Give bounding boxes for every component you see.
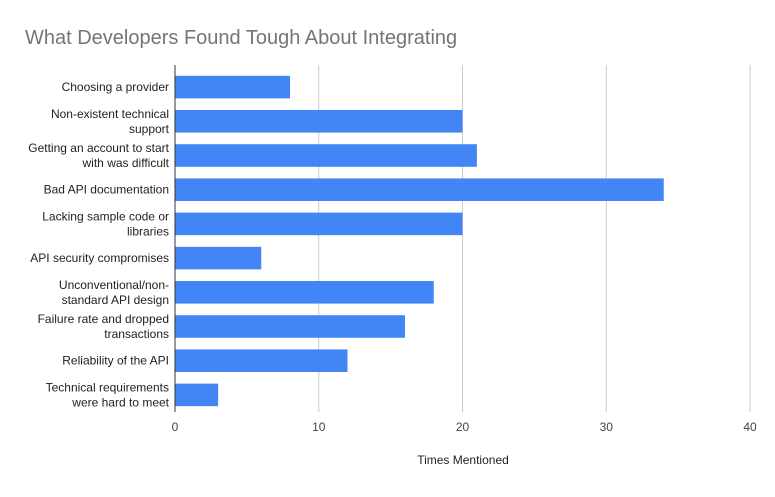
bar-0 bbox=[175, 75, 290, 99]
category-label-line: Unconventional/non- bbox=[59, 278, 169, 292]
category-label-8: Reliability of the API bbox=[62, 354, 169, 368]
bar-9 bbox=[175, 383, 219, 407]
category-label-7: Failure rate and dropped transactions bbox=[38, 312, 169, 341]
category-label-line: were hard to meet bbox=[71, 395, 169, 409]
category-label-line: Non-existent technical bbox=[51, 107, 169, 121]
category-label-line: support bbox=[129, 122, 170, 136]
bar-3 bbox=[175, 178, 664, 201]
bar-8 bbox=[175, 349, 348, 372]
category-label-line: Reliability of the API bbox=[62, 354, 169, 368]
bar-2 bbox=[175, 144, 477, 167]
x-tick-labels: 0 10 20 30 40 bbox=[172, 420, 757, 434]
x-axis-title: Times Mentioned bbox=[417, 453, 509, 467]
category-label-line: API security compromises bbox=[30, 251, 169, 265]
category-label-line: Technical requirements bbox=[46, 380, 169, 394]
x-tick-label-2: 20 bbox=[456, 420, 470, 434]
bar-4 bbox=[175, 212, 463, 236]
category-label-line: Getting an account to start bbox=[28, 141, 169, 155]
category-label-line: Lacking sample code or bbox=[42, 209, 169, 223]
category-label-0: Choosing a provider bbox=[62, 80, 169, 94]
category-labels: Choosing a provider Non-existent technica… bbox=[28, 80, 169, 409]
category-label-line: with was difficult bbox=[82, 156, 170, 170]
bars bbox=[175, 75, 664, 407]
category-label-9: Technical requirements were hard to meet bbox=[46, 380, 170, 409]
category-label-2: Getting an account to start with was diff… bbox=[28, 141, 169, 170]
category-label-line: Bad API documentation bbox=[44, 183, 169, 197]
x-tick-label-4: 40 bbox=[743, 420, 757, 434]
bar-6 bbox=[175, 281, 434, 304]
x-tick-label-3: 30 bbox=[600, 420, 614, 434]
category-label-line: libraries bbox=[127, 224, 169, 238]
x-tick-label-1: 10 bbox=[312, 420, 326, 434]
category-label-line: transactions bbox=[104, 327, 169, 341]
category-label-1: Non-existent technical support bbox=[51, 107, 170, 136]
bar-7 bbox=[175, 315, 405, 338]
bar-1 bbox=[175, 110, 463, 133]
category-label-line: Choosing a provider bbox=[62, 80, 169, 94]
chart-title: What Developers Found Tough About Integr… bbox=[25, 27, 457, 49]
category-label-line: Failure rate and dropped bbox=[38, 312, 169, 326]
x-tick-label-0: 0 bbox=[172, 420, 179, 434]
category-label-6: Unconventional/non-standard API design bbox=[59, 278, 169, 307]
category-label-3: Bad API documentation bbox=[44, 183, 169, 197]
bar-5 bbox=[175, 246, 262, 270]
category-label-5: API security compromises bbox=[30, 251, 169, 265]
category-label-4: Lacking sample code or libraries bbox=[42, 209, 169, 238]
category-label-line: standard API design bbox=[62, 293, 169, 307]
